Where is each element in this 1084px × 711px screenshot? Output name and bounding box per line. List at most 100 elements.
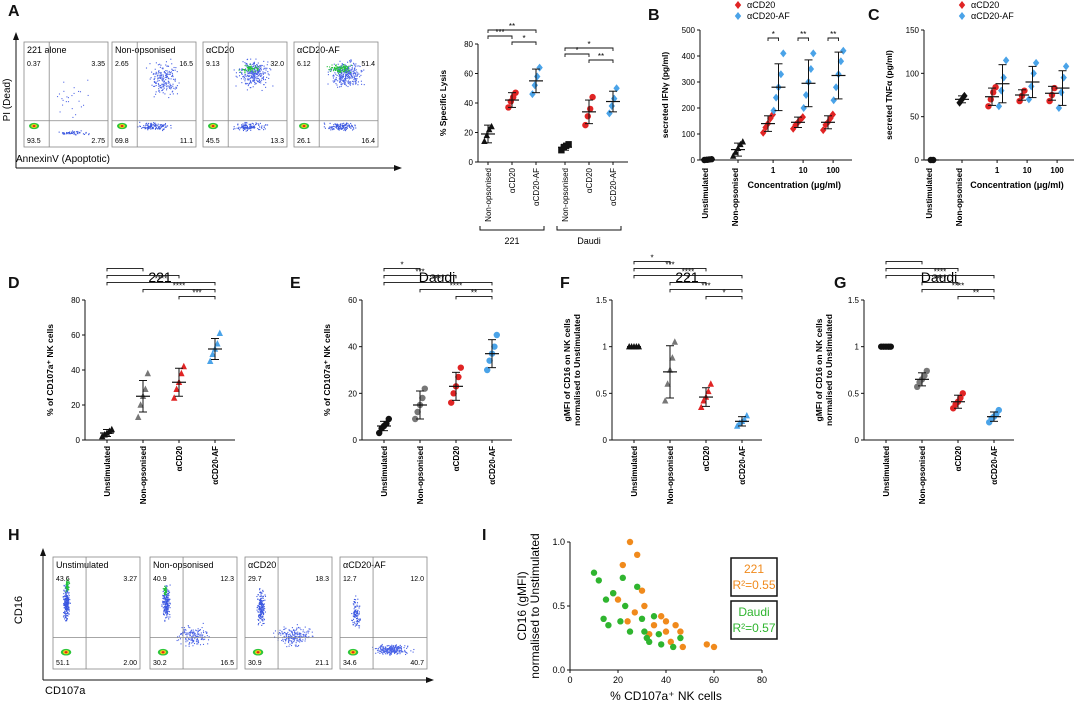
flow-h-event-dot — [202, 630, 205, 632]
data-point — [209, 350, 216, 357]
flow-a-event-dot — [146, 127, 148, 129]
flow-a-event-dot — [145, 123, 147, 125]
flow-a-event-dot — [333, 74, 335, 76]
flow-h-event-dot — [262, 612, 264, 614]
flow-a-event-dot — [353, 79, 355, 81]
flow-h-event-dot — [357, 615, 359, 617]
flow-h-event-dot — [200, 638, 202, 641]
flow-a-event-dot — [162, 75, 164, 77]
flow-h-event-dot — [180, 633, 182, 635]
flow-a-event-dot — [345, 67, 347, 69]
flow-h-event-dot — [261, 595, 263, 597]
data-point — [619, 574, 626, 582]
flow-a-event-dot — [329, 66, 331, 68]
flow-h-event-dot — [181, 633, 183, 635]
flow-a-event-dot — [347, 68, 349, 70]
flow-a-event-dot — [258, 129, 260, 131]
flow-a-event-dot — [333, 128, 335, 130]
flow-h-event-dot — [389, 646, 391, 649]
flow-h-q-ur: 12.0 — [410, 576, 424, 583]
flow-a-event-dot — [352, 125, 354, 127]
flow-a-event-dot — [335, 124, 337, 126]
flow-a-event-dot — [252, 73, 254, 75]
data-point — [605, 622, 612, 629]
flow-h-event-dot — [353, 611, 355, 613]
flow-h-event-dot — [197, 641, 200, 644]
flow-a-event-dot — [241, 72, 243, 75]
flow-a-event-dot — [67, 97, 70, 99]
data-point — [600, 615, 607, 622]
flow-a-event-dot — [347, 72, 349, 74]
flow-a-event-dot — [348, 75, 350, 77]
flow-a-event-dot — [145, 124, 147, 126]
flow-h-event-dot — [183, 627, 185, 629]
flow-h-event-dot — [397, 646, 399, 648]
flow-a-event-dot — [347, 70, 349, 72]
flow-a-event-dot — [256, 67, 258, 69]
flow-a-event-dot — [345, 130, 347, 132]
flow-h-event-dot — [260, 599, 262, 601]
flow-a-event-dot — [352, 77, 354, 79]
flow-a-event-dot — [173, 87, 175, 89]
flow-h-event-dot — [195, 636, 197, 638]
chart-title: Daudi — [921, 269, 958, 285]
flow-a-event-dot — [248, 72, 250, 74]
legend-marker — [734, 1, 742, 9]
flow-a-event-dot — [150, 124, 152, 126]
flow-a-event-dot — [335, 67, 337, 69]
flow-a-event-dot — [263, 68, 265, 70]
flow-h-event-dot — [199, 629, 201, 631]
y-tick-label: 0.0 — [552, 665, 565, 675]
flow-h-event-dot — [354, 614, 356, 616]
x-category-label: 10 — [799, 166, 808, 175]
flow-h-event-dot — [380, 648, 382, 650]
flow-h-event-dot — [386, 651, 388, 653]
flow-h-event-dot — [189, 631, 192, 633]
flow-a-event-dot — [163, 124, 165, 126]
flow-h-event-dot — [192, 629, 194, 631]
flow-a-event-dot — [165, 76, 167, 78]
flow-a-event-dot — [262, 71, 264, 73]
flow-h-event-dot — [390, 652, 392, 654]
flow-h-event-dot — [166, 605, 168, 607]
flow-a-event-dot — [159, 66, 161, 68]
flow-a-event-dot — [250, 71, 252, 73]
data-point — [777, 70, 785, 79]
flow-h-event-dot — [165, 590, 167, 592]
y-tick-label: 0.5 — [552, 601, 565, 611]
flow-a-event-dot — [249, 70, 251, 72]
flow-h-event-dot — [383, 646, 385, 648]
flow-a-event-dot — [347, 125, 349, 127]
flow-a-event-dot — [166, 89, 168, 91]
flow-h-y-arrowhead — [40, 548, 46, 556]
flow-a-event-dot — [265, 82, 267, 84]
data-point — [985, 103, 992, 110]
flow-h-event-dot — [66, 584, 68, 586]
flow-h-event-dot — [167, 610, 169, 612]
flow-a-event-dot — [257, 77, 259, 79]
flow-a-event-dot — [256, 79, 258, 82]
flow-a-event-dot — [250, 80, 252, 82]
flow-h-event-dot — [259, 608, 261, 610]
flow-h-event-dot — [67, 598, 69, 600]
flow-a-event-dot — [159, 76, 161, 78]
flow-a-event-dot — [238, 68, 241, 70]
flow-h-event-dot — [261, 619, 263, 621]
y-tick-label: 20 — [464, 129, 473, 138]
flow-h-event-dot — [300, 640, 302, 642]
flow-h-event-dot — [66, 610, 68, 612]
flow-a-event-dot — [171, 75, 173, 77]
flow-a-event-dot — [342, 74, 344, 76]
flow-a-event-dot — [255, 73, 257, 75]
flow-h-event-dot — [62, 596, 64, 598]
flow-a-event-dot — [253, 68, 255, 70]
flow-a-event-dot — [168, 85, 170, 87]
flow-h-event-dot — [164, 609, 166, 611]
flow-a-event-dot — [352, 84, 354, 86]
flow-a-event-dot — [154, 73, 156, 75]
flow-a-event-dot — [340, 79, 342, 81]
flow-h-event-dot — [281, 630, 283, 632]
flow-a-event-dot — [157, 123, 159, 125]
flow-a-event-dot — [335, 73, 337, 75]
flow-h-event-dot — [63, 599, 65, 601]
